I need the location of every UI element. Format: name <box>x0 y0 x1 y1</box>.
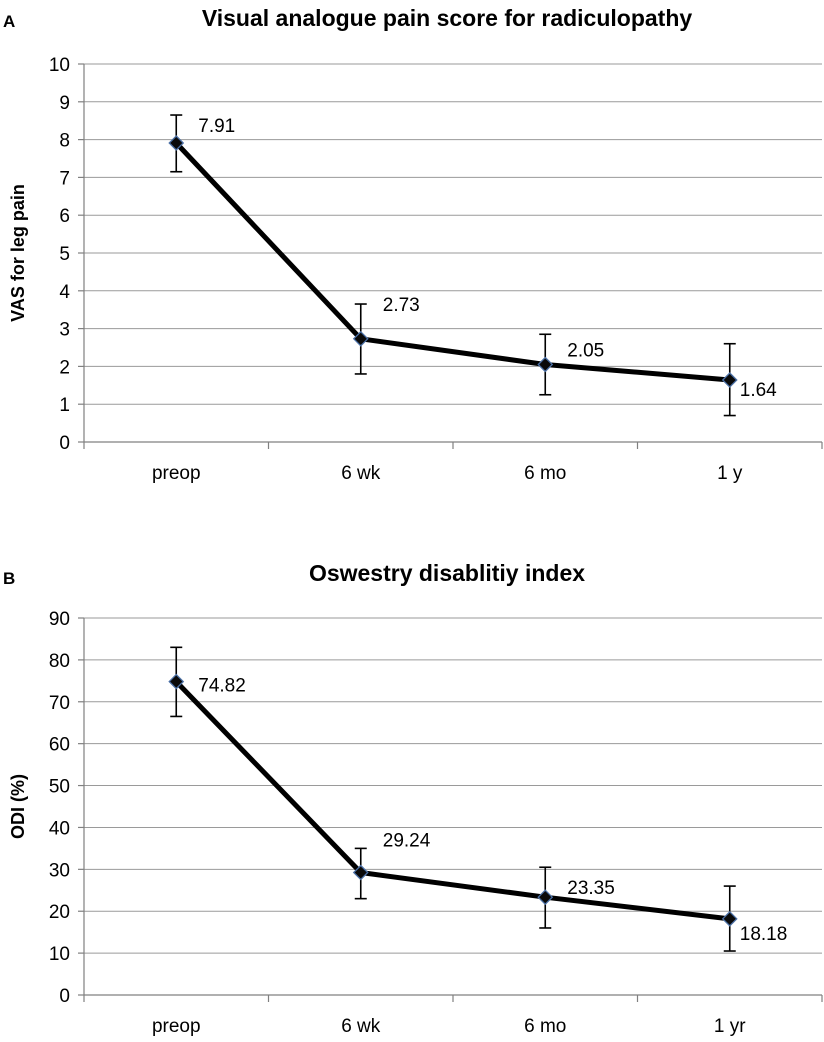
y-tick-label: 5 <box>59 244 70 265</box>
x-tick-label: 1 yr <box>714 1016 746 1037</box>
x-tick-label: 1 y <box>717 463 743 484</box>
data-point <box>721 910 738 927</box>
data-point <box>537 889 554 906</box>
y-tick-label: 1 <box>59 395 70 416</box>
y-tick-label: 90 <box>49 609 70 630</box>
data-label: 23.35 <box>567 878 615 899</box>
x-tick-label: 6 mo <box>524 1016 566 1037</box>
data-label: 18.18 <box>740 924 788 945</box>
y-tick-label: 0 <box>59 986 70 1007</box>
chart-panel-b: B Oswestry disablitiy index 0 10 20 30 40 50 60 7… <box>3 560 823 1037</box>
x-tick-label: preop <box>152 463 201 484</box>
data-point <box>168 135 185 151</box>
data-label: 7.91 <box>198 116 235 137</box>
y-axis-title: ODI (%) <box>8 774 28 839</box>
y-tick-label: 60 <box>49 735 70 756</box>
data-point <box>721 372 738 388</box>
y-tick-label: 40 <box>49 818 70 839</box>
x-tick-label: 6 mo <box>524 463 566 484</box>
x-tick-label: 6 wk <box>341 1016 381 1037</box>
y-tick-label: 10 <box>49 55 70 76</box>
y-tick-label: 70 <box>49 693 70 714</box>
y-tick-label: 9 <box>59 93 70 114</box>
chart-panel-a: A Visual analogue pain score for radiculo… <box>3 5 823 484</box>
y-tick-label: 4 <box>59 282 70 303</box>
y-tick-label: 3 <box>59 320 70 341</box>
chart-title: Visual analogue pain score for radiculop… <box>202 5 693 31</box>
y-tick-label: 7 <box>59 168 70 189</box>
y-tick-label: 2 <box>59 357 70 378</box>
series-line <box>174 679 731 922</box>
data-label: 74.82 <box>198 676 246 697</box>
y-tick-label: 6 <box>59 206 70 227</box>
y-axis-title: VAS for leg pain <box>8 184 28 322</box>
y-tick-label: 50 <box>49 777 70 798</box>
data-point <box>352 864 369 881</box>
x-tick-label: preop <box>152 1016 201 1037</box>
data-label: 2.73 <box>383 295 420 316</box>
data-label: 1.64 <box>740 380 777 401</box>
data-point <box>352 330 369 347</box>
y-tick-label: 8 <box>59 131 70 152</box>
data-label: 29.24 <box>383 831 431 852</box>
x-tick-label: 6 wk <box>341 463 381 484</box>
chart-title: Oswestry disablitiy index <box>309 560 585 586</box>
data-label: 2.05 <box>567 341 604 362</box>
y-tick-label: 0 <box>59 433 70 454</box>
panel-letter: B <box>3 569 15 588</box>
y-tick-label: 80 <box>49 651 70 672</box>
data-point <box>168 673 185 690</box>
panel-letter: A <box>3 12 15 31</box>
y-tick-label: 10 <box>49 944 70 965</box>
data-point <box>537 356 554 373</box>
series-line <box>174 141 730 383</box>
y-tick-label: 30 <box>49 860 70 881</box>
y-tick-label: 20 <box>49 902 70 923</box>
